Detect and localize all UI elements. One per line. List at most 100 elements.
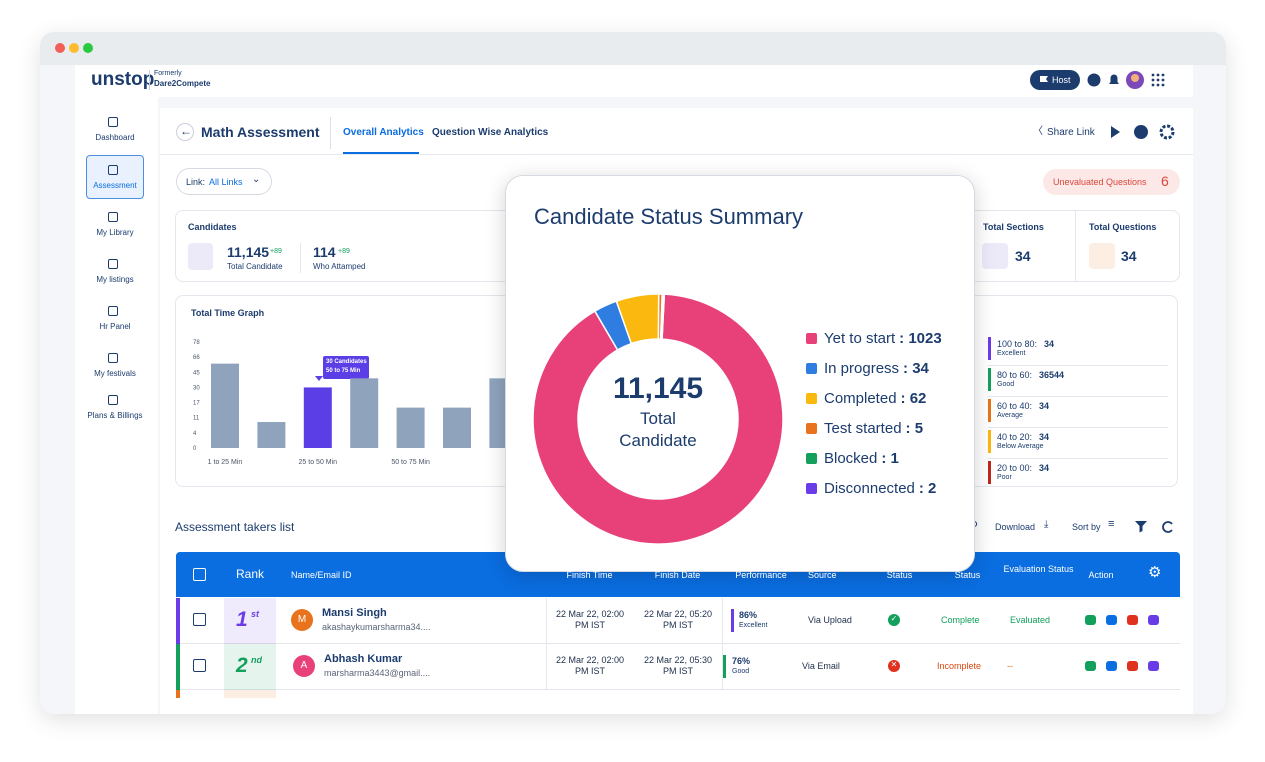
title-divider: [330, 117, 331, 149]
close-dot[interactable]: [55, 43, 65, 53]
nav-icon[interactable]: [108, 212, 118, 222]
source: Via Upload: [808, 615, 852, 625]
help-icon[interactable]: [1134, 125, 1148, 139]
action-icon[interactable]: [1148, 615, 1159, 625]
legend-name: Yet to start: [824, 330, 896, 347]
unevaluated-label: Unevaluated Questions: [1053, 177, 1147, 187]
share-link[interactable]: Share Link: [1047, 127, 1095, 138]
legend-value: : 2: [919, 480, 937, 497]
cell-divider: [546, 598, 547, 644]
x-tick-label: 50 to 75 Min: [391, 459, 430, 466]
action-icon[interactable]: [1106, 615, 1117, 625]
action-icon[interactable]: [1106, 661, 1117, 671]
y-tick-label: 78: [193, 340, 200, 346]
tab-underline: [343, 152, 419, 154]
proctor-status-icon: ✓: [890, 614, 898, 623]
list-title: Assessment takers list: [175, 520, 295, 534]
row-checkbox[interactable]: [193, 659, 206, 672]
center-label: Total Candidate: [619, 409, 697, 451]
apps-icon[interactable]: [1151, 73, 1165, 87]
action-icon[interactable]: [1148, 661, 1159, 671]
action-icon[interactable]: [1127, 615, 1138, 625]
grade-divider: [988, 427, 1168, 428]
refresh-icon[interactable]: [1162, 521, 1173, 533]
grade-name: Excellent: [997, 350, 1026, 357]
nav-icon[interactable]: [108, 353, 118, 363]
avatar-initial: A: [300, 660, 308, 671]
row-strip: [176, 644, 180, 690]
stat-divider: [300, 243, 301, 273]
unevaluated-pill[interactable]: [1043, 169, 1180, 195]
nav-icon[interactable]: [108, 306, 118, 316]
header-settings[interactable]: ⚙: [1148, 564, 1162, 581]
nav-icon[interactable]: [108, 165, 118, 175]
candidates-title: Candidates: [188, 222, 237, 232]
name: Mansi Singh: [322, 607, 387, 619]
tooltip-range: 50 to 75 Min: [326, 368, 361, 374]
play-icon[interactable]: [1111, 126, 1120, 138]
row: [176, 644, 1180, 690]
name: Abhash Kumar: [324, 653, 403, 665]
attempted-label: Who Attamped: [313, 262, 366, 271]
chat-icon[interactable]: [1087, 73, 1101, 87]
bar: [257, 422, 286, 448]
total-label: Total Candidate: [227, 262, 283, 271]
attempted: 114: [313, 244, 336, 260]
chart-title: Total Time Graph: [191, 308, 265, 318]
sort[interactable]: Sort by: [1072, 522, 1101, 532]
legend-value: : 1023: [899, 330, 942, 347]
action-icon[interactable]: [1127, 661, 1138, 671]
candidate-status: Incomplete: [937, 661, 982, 671]
logo[interactable]: unstop: [91, 69, 155, 90]
grade-divider: [988, 396, 1168, 397]
grade-bar: [988, 430, 991, 453]
nav-icon[interactable]: [108, 117, 118, 127]
legend-name: Disconnected: [824, 480, 915, 497]
finish-date: 22 Mar 22, 05:20 PM IST: [643, 609, 713, 630]
y-tick-label: 66: [193, 355, 200, 361]
evaluation: --: [1007, 661, 1013, 671]
filter-icon[interactable]: [1135, 521, 1147, 533]
host-button[interactable]: [1030, 70, 1080, 90]
candidate-status: Complete: [941, 615, 980, 625]
x-tick-label: 1 to 25 Min: [207, 459, 243, 466]
action-icon[interactable]: [1085, 615, 1096, 625]
row-checkbox[interactable]: [193, 613, 206, 626]
brand: Dare2Compete: [154, 79, 211, 88]
min-dot[interactable]: [69, 43, 79, 53]
nav-icon[interactable]: [108, 395, 118, 405]
nav-icon[interactable]: [108, 259, 118, 269]
row-strip: [176, 690, 180, 698]
back-button[interactable]: [176, 123, 194, 141]
link-dropdown[interactable]: [176, 168, 272, 195]
legend-value: : 5: [906, 420, 924, 437]
settings-icon[interactable]: [1159, 124, 1175, 140]
y-tick-label: 45: [193, 370, 200, 376]
grade-name: Average: [997, 412, 1023, 419]
legend-swatch: [806, 423, 817, 434]
download[interactable]: Download: [995, 522, 1036, 532]
bell-icon[interactable]: [1109, 74, 1119, 85]
max-dot[interactable]: [83, 43, 93, 53]
proctor-status-icon: ✕: [890, 660, 898, 669]
y-tick-label: 17: [193, 401, 200, 407]
logo-divider: [149, 70, 150, 90]
rank-suffix: st: [251, 609, 260, 619]
chart-title: Candidate Status Summary: [534, 204, 804, 229]
legend-swatch: [806, 333, 817, 344]
evaluation: Evaluated: [1010, 615, 1051, 625]
nav-label: Dashboard: [95, 133, 135, 142]
grade-range: 80 to 60:: [997, 370, 1033, 380]
action-icon[interactable]: [1085, 661, 1096, 671]
legend-label: Yet to start: 1023: [824, 330, 942, 347]
header-checkbox[interactable]: [193, 568, 206, 581]
row: [176, 598, 1180, 644]
tab[interactable]: Question Wise Analytics: [432, 127, 549, 138]
candidates-icon: [188, 243, 213, 270]
nav-label: Hr Panel: [99, 322, 131, 331]
tab-active[interactable]: Overall Analytics: [343, 127, 424, 138]
nav-label: Plans & Billings: [87, 411, 143, 420]
rank-cell: [224, 598, 276, 644]
